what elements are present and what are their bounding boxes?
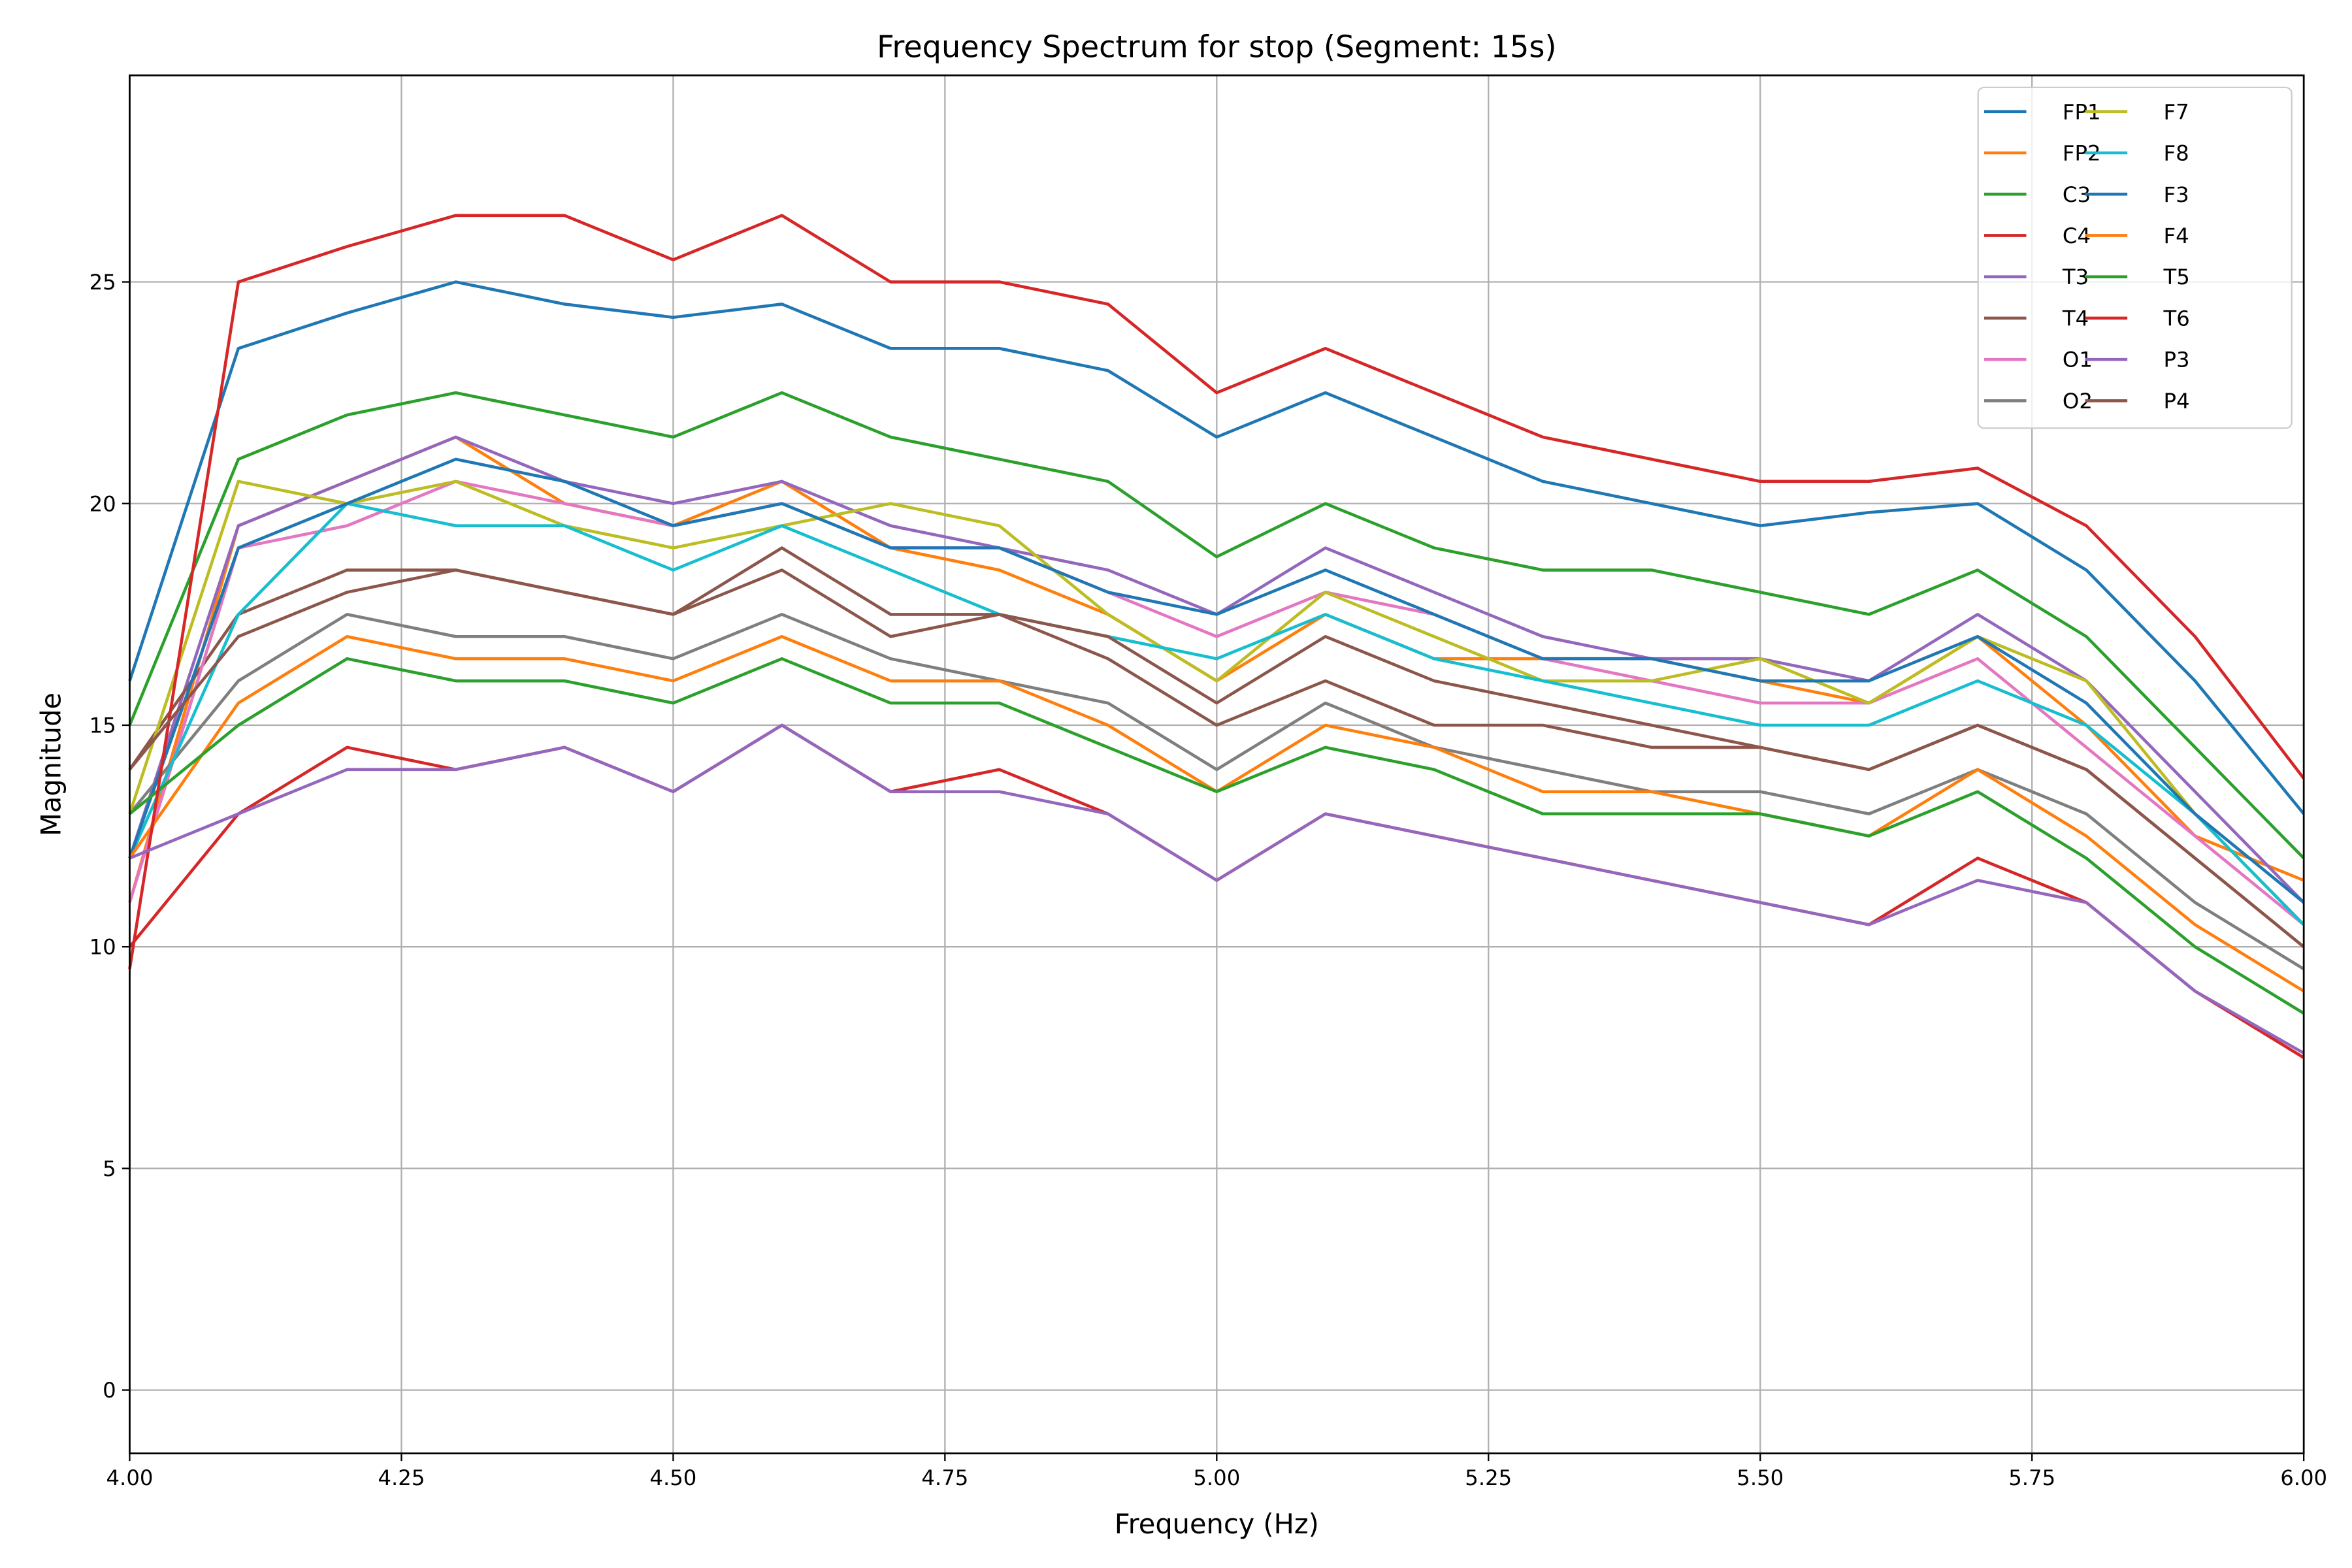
y-tick-label: 0 [103,1378,116,1403]
y-tick-label: 20 [90,491,116,516]
x-axis-ticks: 4.00 4.25 4.50 4.75 5.00 5.25 5.50 5.75 6.00 [106,1453,2327,1490]
legend-label-p4: P4 [2164,389,2190,414]
y-tick-label: 5 [103,1156,116,1181]
legend-label-t6: T6 [2163,306,2190,331]
series-line-o2 [128,613,2305,971]
x-tick-label: 4.00 [106,1465,154,1490]
x-tick-label: 5.50 [1737,1465,1784,1490]
x-tick-label: 5.00 [1193,1465,1240,1490]
x-tick-label: 4.25 [378,1465,425,1490]
series-line-t6 [128,214,2305,970]
x-tick-label: 4.50 [649,1465,696,1490]
series-line-f8 [128,502,2305,926]
y-tick-label: 15 [90,713,116,738]
legend-label-f7: F7 [2164,99,2189,124]
series-line-c3 [128,391,2305,860]
series-line-p4 [128,546,2305,949]
series-line-p3 [129,723,2305,1054]
y-tick-label: 10 [90,935,116,960]
x-tick-label: 4.75 [921,1465,968,1490]
y-axis-ticks: 0 5 10 15 20 25 [90,270,130,1403]
x-axis-label: Frequency (Hz) [1115,1508,1319,1540]
series-line-f3 [128,457,2305,904]
chart-title: Frequency Spectrum for stop (Segment: 15… [877,29,1556,65]
x-tick-label: 5.25 [1465,1465,1512,1490]
series-line-fp1 [128,280,2305,815]
series-lines [128,214,2305,1059]
legend-label-f4: F4 [2164,223,2189,248]
series-line-t5 [129,657,2305,1015]
series-line-o1 [128,480,2305,926]
legend-label-t3: T3 [2062,265,2089,289]
legend-label-f8: F8 [2164,141,2189,166]
x-tick-label: 6.00 [2280,1465,2327,1490]
y-axis-label: Magnitude [35,693,67,836]
x-tick-label: 5.75 [2008,1465,2055,1490]
legend-box [1977,86,2293,429]
y-tick-label: 25 [90,270,116,295]
legend-label-p3: P3 [2164,348,2190,372]
legend-label-t4: T4 [2062,306,2089,331]
legend-label-t5: T5 [2163,265,2190,289]
legend-label-f3: F3 [2164,182,2189,207]
series-line-f7 [128,480,2305,926]
